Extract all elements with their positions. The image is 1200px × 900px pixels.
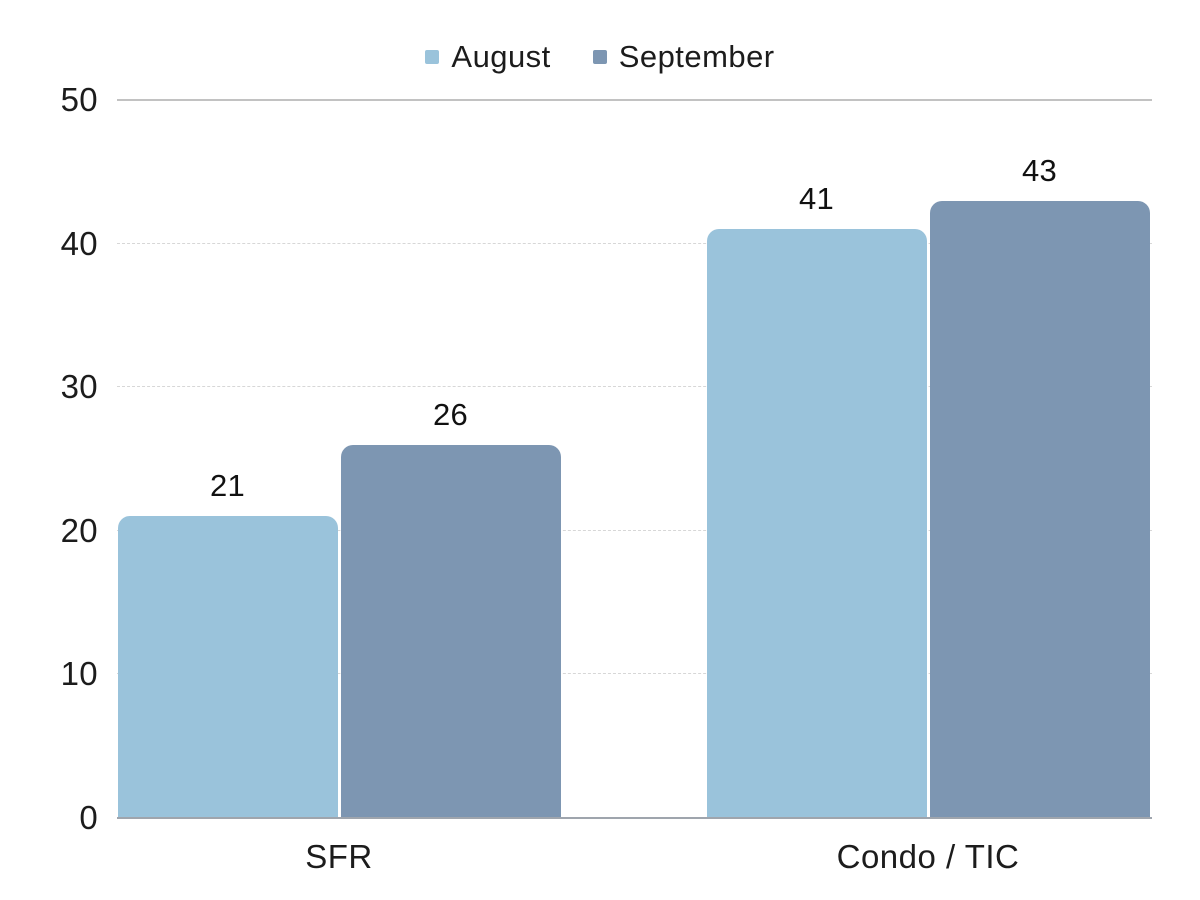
legend-item-september: September: [592, 39, 775, 75]
y-axis-tick-40: 40: [60, 224, 98, 262]
bar-value-label: 41: [798, 181, 835, 217]
bar-value-label: 21: [209, 468, 246, 504]
legend-label: September: [618, 39, 775, 74]
gridline-10: [117, 673, 1152, 675]
y-axis-tick-50: 50: [60, 81, 98, 118]
legend-label: August: [451, 39, 551, 74]
y-axis-tick-0: 0: [79, 799, 98, 836]
bar-september-sfr: [340, 444, 561, 818]
gridline-40: [117, 242, 1152, 244]
y-axis-tick-30: 30: [60, 368, 98, 406]
gridline-20: [117, 529, 1152, 531]
legend-item-august: August: [425, 39, 550, 75]
gridline-50: [117, 99, 1152, 101]
gridline-30: [117, 386, 1152, 388]
gridline-0: [117, 817, 1152, 819]
bar-august-condo-tic: [706, 229, 927, 818]
x-axis-category-label: Condo / TIC: [836, 838, 1020, 875]
y-axis-tick-20: 20: [60, 511, 98, 549]
legend-swatch-icon: [592, 50, 607, 64]
legend-swatch-icon: [425, 50, 440, 64]
bar-september-condo-tic: [929, 200, 1150, 818]
bar-value-label: 43: [1021, 152, 1058, 188]
chart-legend: August September: [0, 34, 1200, 80]
y-axis-tick-10: 10: [60, 655, 98, 693]
bar-value-label: 26: [432, 396, 469, 432]
x-axis-category-label: SFR: [305, 838, 373, 875]
bar-august-sfr: [117, 516, 338, 818]
